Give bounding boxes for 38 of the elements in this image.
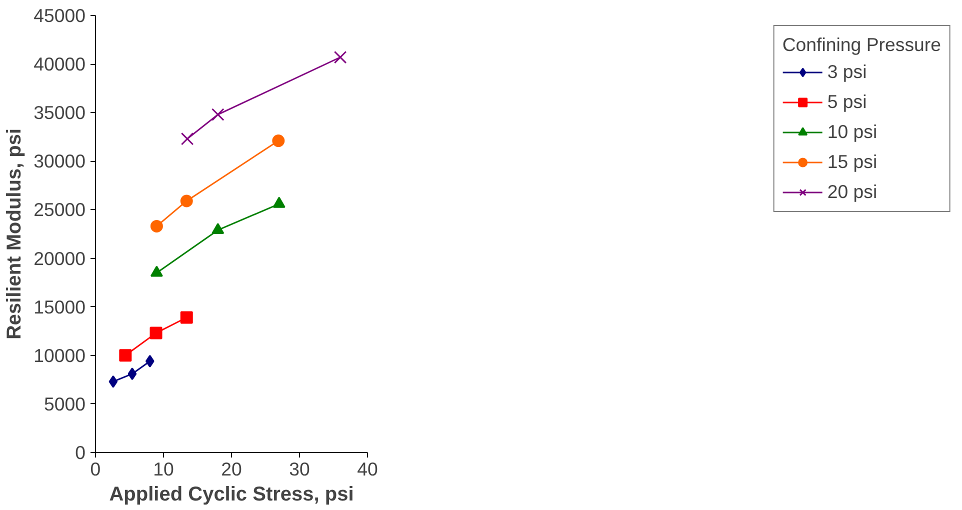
point xyxy=(180,194,193,208)
x-axis-title: Applied Cyclic Stress, psi xyxy=(109,484,354,506)
point xyxy=(128,368,137,380)
point xyxy=(119,349,132,362)
point xyxy=(212,223,224,234)
y-tick-label: 20000 xyxy=(34,248,86,269)
x-tick-label: 40 xyxy=(357,458,378,480)
y-axis-title: Resilient Modulus, psi xyxy=(4,128,26,340)
legend-label: 15 psi xyxy=(827,151,878,173)
y-tick-label: 10000 xyxy=(34,344,86,366)
point xyxy=(108,375,118,388)
y-tick-label: 45000 xyxy=(34,5,86,26)
legend-label: 20 psi xyxy=(827,181,878,203)
legend-title: Confining Pressure xyxy=(782,34,941,56)
point xyxy=(150,326,162,340)
y-tick-label: 40000 xyxy=(34,54,86,75)
y-tick-label: 35000 xyxy=(34,102,86,124)
y-tick-label: 25000 xyxy=(34,199,86,220)
legend-label: 3 psi xyxy=(827,61,867,83)
x-tick-label: 10 xyxy=(153,458,174,480)
point xyxy=(150,266,163,277)
x-tick-label: 0 xyxy=(90,458,101,480)
y-tick-label: 5000 xyxy=(44,393,86,414)
y-tick-label: 30000 xyxy=(34,150,86,172)
x-tick-label: 30 xyxy=(289,458,310,480)
legend-label: 10 psi xyxy=(827,121,878,143)
y-tick-label: 0 xyxy=(75,442,86,463)
point xyxy=(150,220,163,232)
x-tick-label: 20 xyxy=(221,458,242,480)
point xyxy=(211,108,224,121)
point xyxy=(334,50,347,64)
legend-label: 5 psi xyxy=(827,91,867,113)
point xyxy=(180,311,193,324)
point xyxy=(145,354,154,368)
y-tick-label: 15000 xyxy=(34,296,86,318)
point xyxy=(272,196,286,208)
point xyxy=(272,134,285,148)
point xyxy=(180,132,194,146)
